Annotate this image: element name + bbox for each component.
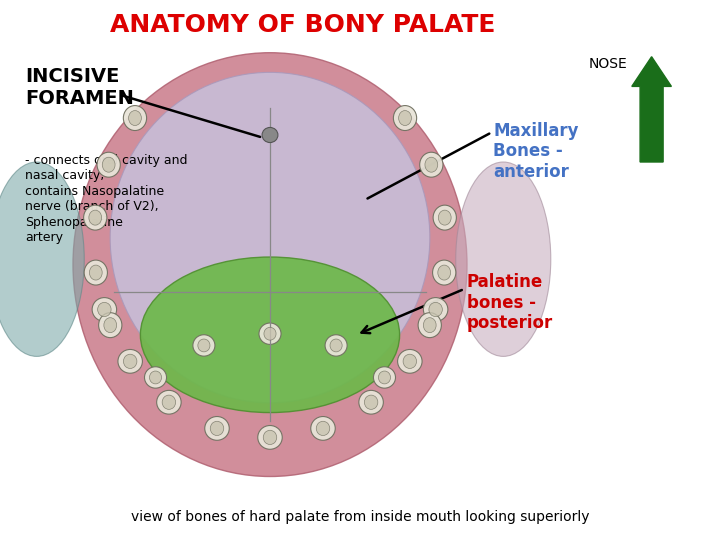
Ellipse shape [403,354,417,368]
Ellipse shape [259,323,281,345]
Ellipse shape [399,111,411,125]
Ellipse shape [73,53,467,476]
Text: Palatine
bones -
posterior: Palatine bones - posterior [467,273,553,332]
Ellipse shape [145,367,166,388]
Ellipse shape [311,416,336,440]
Ellipse shape [258,426,282,449]
FancyArrow shape [632,57,671,162]
Ellipse shape [98,302,111,316]
Ellipse shape [264,327,276,340]
Ellipse shape [264,430,276,444]
Ellipse shape [374,367,395,388]
Text: - connects oral cavity and
nasal cavity;
contains Nasopalatine
nerve (branch of : - connects oral cavity and nasal cavity;… [25,154,188,245]
Ellipse shape [210,421,224,436]
Ellipse shape [433,260,456,285]
Text: NOSE: NOSE [589,57,628,71]
Ellipse shape [89,265,102,280]
Ellipse shape [418,313,441,338]
Ellipse shape [423,318,436,333]
Ellipse shape [262,127,278,143]
Ellipse shape [198,339,210,352]
Ellipse shape [359,390,383,414]
Ellipse shape [393,105,417,131]
Ellipse shape [438,210,451,225]
Ellipse shape [425,157,438,172]
Ellipse shape [97,152,120,177]
Ellipse shape [325,335,347,356]
Ellipse shape [104,318,117,333]
Ellipse shape [89,210,102,225]
Text: view of bones of hard palate from inside mouth looking superiorly: view of bones of hard palate from inside… [131,510,589,524]
Ellipse shape [397,349,422,373]
Ellipse shape [110,72,430,403]
Ellipse shape [316,421,330,436]
Ellipse shape [420,152,443,177]
Ellipse shape [84,260,107,285]
Ellipse shape [423,298,448,321]
Ellipse shape [162,395,176,409]
Ellipse shape [140,257,400,413]
Ellipse shape [330,339,342,352]
Ellipse shape [438,265,451,280]
Ellipse shape [118,349,143,373]
Ellipse shape [99,313,122,338]
Text: INCISIVE
FORAMEN: INCISIVE FORAMEN [25,68,134,108]
Text: Maxillary
Bones -
anterior: Maxillary Bones - anterior [493,122,579,181]
Ellipse shape [129,111,141,125]
Ellipse shape [102,157,115,172]
Ellipse shape [193,335,215,356]
Ellipse shape [379,371,390,384]
Ellipse shape [150,371,161,384]
Ellipse shape [84,205,107,230]
Ellipse shape [123,105,147,131]
Text: ANATOMY OF BONY PALATE: ANATOMY OF BONY PALATE [109,14,495,37]
Ellipse shape [123,354,137,368]
Ellipse shape [92,298,117,321]
Ellipse shape [364,395,378,409]
Ellipse shape [429,302,442,316]
Ellipse shape [433,205,456,230]
Ellipse shape [204,416,229,440]
Ellipse shape [157,390,181,414]
Ellipse shape [456,162,551,356]
Ellipse shape [0,162,84,356]
